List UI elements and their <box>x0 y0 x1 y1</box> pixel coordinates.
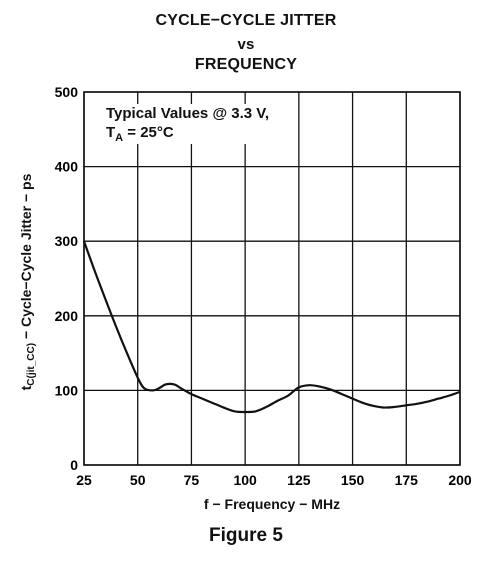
annotation-line-2: TA = 25°C <box>106 124 174 144</box>
y-tick-label: 400 <box>55 159 79 175</box>
y-tick-label: 200 <box>55 308 79 324</box>
x-tick-label: 200 <box>448 472 472 488</box>
x-tick-label: 50 <box>130 472 146 488</box>
chart-title-vs: vs <box>237 36 255 53</box>
x-axis-label: f − Frequency − MHz <box>203 496 341 512</box>
y-tick-label: 100 <box>55 382 79 398</box>
y-tick-label: 300 <box>55 233 79 249</box>
x-tick-label: 175 <box>395 472 419 488</box>
x-tick-label: 150 <box>341 472 365 488</box>
y-tick-label: 500 <box>55 84 79 100</box>
x-tick-label: 100 <box>233 472 257 488</box>
chart-subtitle: FREQUENCY <box>194 56 298 73</box>
x-tick-label: 25 <box>76 472 92 488</box>
figure-caption: Figure 5 <box>209 525 283 546</box>
x-tick-label: 125 <box>287 472 311 488</box>
x-tick-label: 75 <box>184 472 200 488</box>
annotation-line-1: Typical Values @ 3.3 V, <box>106 105 270 122</box>
chart-annotation: Typical Values @ 3.3 V, TA = 25°C <box>104 104 272 144</box>
chart-title: CYCLE−CYCLE JITTER <box>155 12 337 29</box>
y-tick-label: 0 <box>70 457 78 473</box>
jitter-series-line <box>82 240 461 414</box>
plot-frame <box>83 91 461 466</box>
